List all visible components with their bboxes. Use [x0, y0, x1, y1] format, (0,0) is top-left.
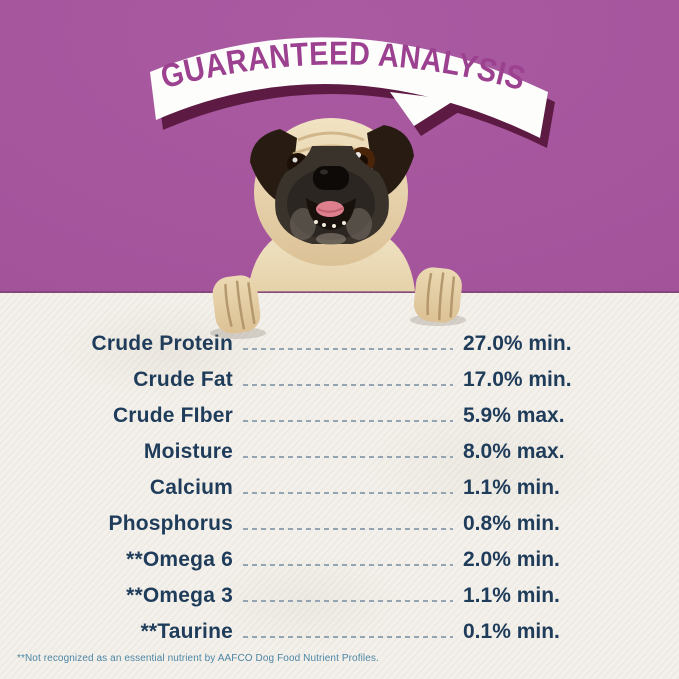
nutrient-value: 2.0% min. — [463, 548, 560, 571]
table-row: Crude FIber 5.9% max. — [0, 398, 679, 434]
nutrient-label: **Omega 6 — [126, 548, 233, 571]
dotted-leader — [243, 456, 453, 458]
dotted-leader — [243, 348, 453, 350]
footnote: **Not recognized as an essential nutrien… — [17, 653, 379, 664]
table-row: Crude Protein 27.0% min. — [0, 326, 679, 362]
dotted-leader — [243, 528, 453, 530]
dotted-leader — [243, 636, 453, 638]
table-row: Crude Fat 17.0% min. — [0, 362, 679, 398]
purple-background — [0, 0, 679, 293]
nutrient-label: Crude Fat — [133, 368, 233, 391]
table-row: **Omega 3 1.1% min. — [0, 578, 679, 614]
nutrient-value: 8.0% max. — [463, 440, 565, 463]
nutrient-value: 0.1% min. — [463, 620, 560, 643]
nutrient-label: Moisture — [143, 440, 233, 463]
table-row: Moisture 8.0% max. — [0, 434, 679, 470]
nutrient-value: 27.0% min. — [463, 332, 572, 355]
paper-background — [0, 293, 679, 679]
table-row: **Omega 6 2.0% min. — [0, 542, 679, 578]
nutrient-value: 0.8% min. — [463, 512, 560, 535]
nutrient-value: 1.1% min. — [463, 584, 560, 607]
dotted-leader — [243, 384, 453, 386]
nutrient-label: Phosphorus — [108, 512, 233, 535]
table-row: Calcium 1.1% min. — [0, 470, 679, 506]
nutrient-label: Crude FIber — [112, 404, 233, 427]
dotted-leader — [243, 492, 453, 494]
table-row: **Taurine 0.1% min. — [0, 614, 679, 650]
dotted-leader — [243, 564, 453, 566]
nutrient-value: 17.0% min. — [463, 368, 572, 391]
nutrient-label: Calcium — [149, 476, 233, 499]
nutrient-value: 5.9% max. — [463, 404, 565, 427]
nutrient-label: Crude Protein — [91, 332, 233, 355]
dotted-leader — [243, 420, 453, 422]
nutrient-value: 1.1% min. — [463, 476, 560, 499]
nutrient-label: **Taurine — [140, 620, 233, 643]
table-row: Phosphorus 0.8% min. — [0, 506, 679, 542]
nutrient-label: **Omega 3 — [126, 584, 233, 607]
dotted-leader — [243, 600, 453, 602]
guaranteed-analysis-table: Crude Protein 27.0% min. Crude Fat 17.0%… — [0, 326, 679, 650]
